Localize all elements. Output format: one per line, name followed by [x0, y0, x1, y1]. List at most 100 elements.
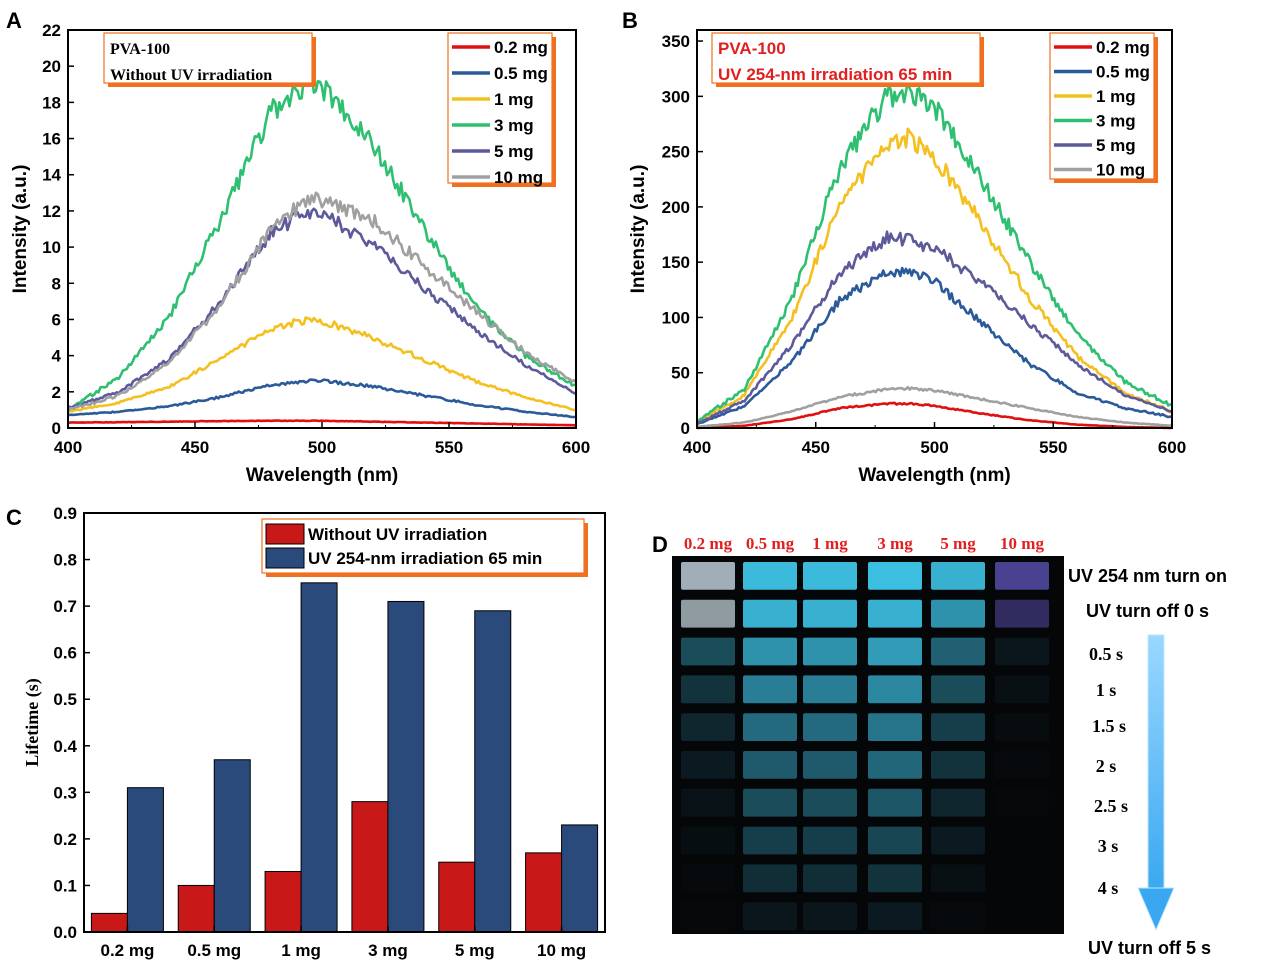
y-tick-label: 350	[662, 32, 690, 51]
y-tick-label: 0.6	[53, 644, 77, 663]
panel-label-d: D	[652, 532, 668, 557]
y-tick-label: 8	[52, 274, 61, 293]
annotation-box	[103, 32, 313, 84]
sample-film	[868, 826, 922, 855]
y-tick-label: 14	[42, 166, 61, 185]
sample-label: 5 mg	[940, 534, 976, 553]
bar-uv-irradiated-5-mg	[474, 610, 512, 933]
legend-box	[447, 32, 553, 184]
legend-label: Without UV irradiation	[308, 525, 487, 544]
time-row-label: 0.5 s	[1089, 644, 1123, 664]
sample-film	[868, 788, 922, 817]
sample-film	[681, 713, 735, 741]
y-tick-label: 18	[42, 93, 61, 112]
x-axis-label: Wavelength (nm)	[246, 465, 398, 486]
sample-film	[803, 902, 857, 930]
panel-d-photo: 0.2 mg 0.5 mg 1 mg 3 mg 5 mg 10 mg UV 254 nm t…	[672, 534, 1227, 958]
legend-swatch	[265, 523, 305, 545]
sample-film	[803, 864, 857, 893]
sample-film	[803, 637, 857, 666]
y-tick-label: 50	[671, 364, 690, 383]
y-axis-label: Lifetime (s)	[22, 678, 43, 766]
bar-uv-irradiated-3-mg	[387, 600, 425, 933]
sample-film	[681, 902, 735, 930]
sample-film	[995, 864, 1049, 893]
sample-film	[803, 788, 857, 817]
sample-film	[868, 562, 922, 590]
x-tick-label: 400	[54, 438, 82, 457]
sample-film	[931, 637, 985, 666]
category-label: 5 mg	[455, 941, 495, 960]
legend-label: 0.5 mg	[494, 64, 548, 83]
sample-film	[803, 826, 857, 855]
y-tick-label: 0.9	[53, 504, 77, 523]
legend-label: 1 mg	[1096, 87, 1136, 106]
sample-film	[931, 562, 985, 590]
y-tick-label: 150	[662, 253, 690, 272]
sample-film	[681, 826, 735, 855]
bar-uv-irradiated-1-mg	[300, 582, 338, 933]
panel-label-a: A	[6, 8, 22, 33]
category-label: 10 mg	[537, 941, 586, 960]
sample-film	[868, 637, 922, 666]
sample-film	[995, 637, 1049, 666]
x-tick-label: 600	[1158, 438, 1186, 457]
sample-film	[681, 751, 735, 779]
sample-film	[931, 826, 985, 855]
sample-film	[868, 902, 922, 930]
sample-film	[743, 713, 797, 741]
category-label: 3 mg	[368, 941, 408, 960]
y-tick-label: 300	[662, 87, 690, 106]
x-tick-label: 450	[802, 438, 830, 457]
sample-film	[681, 675, 735, 704]
sample-film	[931, 902, 985, 930]
legend-label: 3 mg	[1096, 112, 1136, 131]
sample-label: 1 mg	[812, 534, 848, 553]
series-line-1-mg	[695, 127, 1173, 425]
sample-film	[743, 675, 797, 704]
y-tick-label: 200	[662, 198, 690, 217]
sample-label: 10 mg	[1000, 534, 1044, 553]
y-tick-label: 20	[42, 57, 61, 76]
series-line-10-mg	[696, 385, 1173, 428]
legend-label: 0.2 mg	[494, 38, 548, 57]
sample-label: 0.5 mg	[746, 534, 795, 553]
legend-label: 1 mg	[494, 90, 534, 109]
sample-film	[868, 713, 922, 741]
series-line-5-mg	[696, 230, 1173, 425]
bar-without-uv-0-5-mg	[177, 884, 215, 933]
sample-film	[743, 637, 797, 666]
annotation-line: Without UV irradiation	[110, 67, 272, 84]
category-label: 0.5 mg	[187, 941, 241, 960]
sample-film	[868, 751, 922, 779]
bar-without-uv-5-mg	[438, 861, 476, 933]
sample-film	[995, 713, 1049, 741]
y-tick-label: 0.7	[53, 597, 77, 616]
time-arrow-shaft	[1147, 634, 1165, 891]
sample-film	[995, 599, 1049, 628]
category-label: 0.2 mg	[100, 941, 154, 960]
sample-film	[931, 713, 985, 741]
sample-film	[803, 675, 857, 704]
plot-frame	[83, 512, 606, 933]
time-row-label: 1 s	[1096, 680, 1117, 700]
x-tick-label: 450	[181, 438, 209, 457]
sample-film	[743, 826, 797, 855]
sample-film	[743, 751, 797, 779]
sample-film	[681, 864, 735, 893]
y-tick-label: 4	[52, 347, 62, 366]
panel-label-b: B	[622, 8, 638, 33]
series-line-3-mg	[696, 80, 1173, 423]
sample-film	[868, 599, 922, 628]
sample-label: 0.2 mg	[684, 534, 733, 553]
y-tick-label: 250	[662, 143, 690, 162]
sample-film	[995, 562, 1049, 590]
annotation-box	[711, 32, 981, 84]
legend-label: 5 mg	[1096, 136, 1136, 155]
sample-label: 3 mg	[877, 534, 913, 553]
sample-film	[803, 713, 857, 741]
y-tick-label: 100	[662, 308, 690, 327]
time-row-label: UV turn off 5 s	[1088, 938, 1211, 958]
series-line-3-mg	[67, 73, 577, 412]
